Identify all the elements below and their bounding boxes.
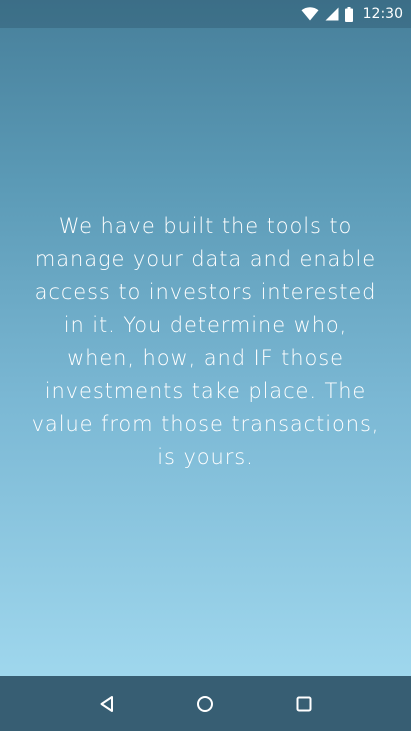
home-icon — [196, 695, 214, 713]
intro-message: We have built the tools to manage your d… — [31, 214, 380, 469]
recents-button[interactable] — [280, 680, 328, 728]
cellular-signal-icon — [325, 7, 339, 21]
back-icon — [98, 695, 116, 713]
status-icons: 12:30 — [301, 0, 403, 28]
recents-icon — [296, 696, 312, 712]
status-bar: 12:30 — [0, 0, 411, 28]
navigation-bar — [0, 676, 411, 731]
battery-icon — [344, 6, 353, 22]
wifi-icon — [301, 7, 319, 21]
back-button[interactable] — [83, 680, 131, 728]
status-clock: 12:30 — [362, 6, 403, 22]
home-button[interactable] — [181, 680, 229, 728]
